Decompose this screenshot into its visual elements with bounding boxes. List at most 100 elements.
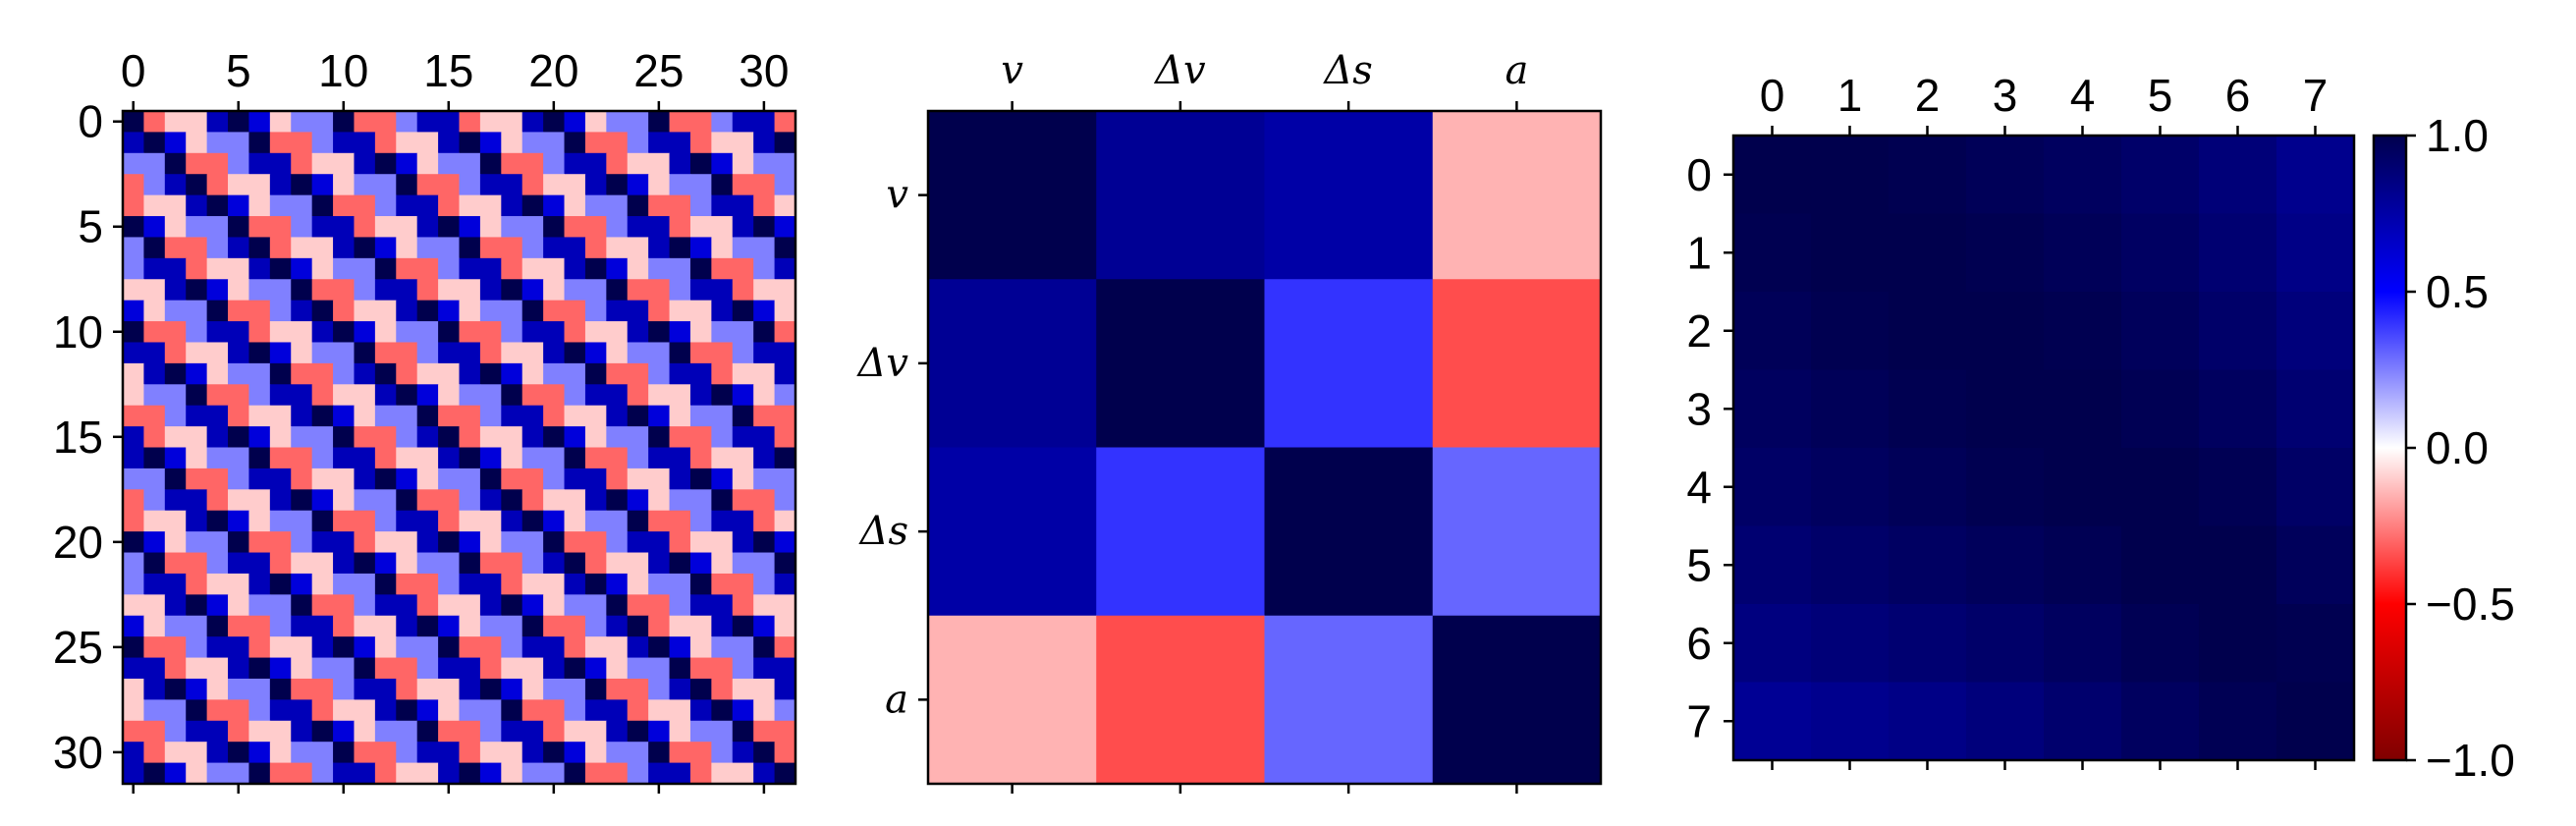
heatmap-cell bbox=[627, 510, 649, 532]
heatmap-cell bbox=[396, 573, 418, 595]
heatmap-cell bbox=[753, 384, 776, 407]
heatmap-cell bbox=[438, 384, 460, 407]
heatmap-cell bbox=[438, 552, 460, 575]
heatmap-cell bbox=[711, 720, 734, 743]
heatmap-cell bbox=[543, 531, 566, 554]
heatmap-cell bbox=[311, 489, 334, 512]
heatmap-cell bbox=[627, 300, 649, 322]
heatmap-cell bbox=[123, 194, 144, 217]
heatmap-cell bbox=[689, 742, 712, 764]
heatmap-cell bbox=[354, 111, 376, 133]
heatmap-cell bbox=[501, 426, 523, 448]
heatmap-cell bbox=[543, 594, 566, 617]
heatmap-cell bbox=[543, 194, 566, 217]
heatmap-cell bbox=[501, 447, 523, 469]
heatmap-cell bbox=[311, 531, 334, 554]
heatmap-cell bbox=[248, 194, 271, 217]
heatmap-cell bbox=[228, 615, 249, 637]
colorbar-ticks: 1.0 0.5 0.0 −0.5 −1.0 bbox=[2406, 110, 2515, 786]
heatmap-cell bbox=[333, 657, 355, 680]
heatmap-cell bbox=[269, 468, 292, 490]
heatmap-cell bbox=[164, 362, 187, 385]
heatmap-cell bbox=[689, 426, 712, 448]
heatmap-cell bbox=[711, 762, 734, 785]
heatmap-cell bbox=[689, 405, 712, 427]
heatmap-cell bbox=[521, 762, 544, 785]
heatmap-cell bbox=[374, 216, 397, 238]
heatmap-cell bbox=[1889, 682, 1967, 761]
heatmap-cell bbox=[143, 699, 166, 722]
heatmap-cell bbox=[711, 321, 734, 343]
heatmap-cell bbox=[753, 111, 776, 133]
heatmap-cell bbox=[311, 699, 334, 722]
heatmap-cell bbox=[2121, 213, 2200, 293]
heatmap-cell bbox=[2276, 525, 2355, 605]
heatmap-cell bbox=[648, 720, 671, 743]
heatmap-cell bbox=[438, 321, 460, 343]
heatmap-cell bbox=[543, 720, 566, 743]
y-tick-label: v bbox=[886, 173, 908, 218]
heatmap-cell bbox=[186, 237, 208, 259]
heatmap-cell bbox=[416, 300, 439, 322]
heatmap-cell bbox=[627, 237, 649, 259]
heatmap-cell bbox=[354, 615, 376, 637]
heatmap-cell bbox=[521, 194, 544, 217]
heatmap-cell bbox=[669, 573, 691, 595]
heatmap-cell bbox=[143, 279, 166, 302]
heatmap-cell bbox=[479, 720, 502, 743]
heatmap-cell bbox=[164, 720, 187, 743]
heatmap-cell bbox=[606, 132, 629, 154]
heatmap-cell bbox=[164, 742, 187, 764]
heatmap-cell bbox=[206, 152, 229, 175]
heatmap-cell bbox=[669, 257, 691, 280]
heatmap-cell bbox=[627, 720, 649, 743]
heatmap-cell bbox=[416, 468, 439, 490]
heatmap-cell bbox=[543, 216, 566, 238]
heatmap-cell bbox=[374, 636, 397, 659]
heatmap-cell bbox=[501, 300, 523, 322]
heatmap-cell bbox=[206, 699, 229, 722]
heatmap-cell bbox=[627, 321, 649, 343]
heatmap-cell bbox=[248, 257, 271, 280]
heatmap-cell bbox=[1966, 292, 2045, 370]
x-tick-label: a bbox=[1505, 48, 1528, 93]
heatmap-cell bbox=[186, 594, 208, 617]
x-tick-label: 30 bbox=[739, 45, 789, 96]
heatmap-cell bbox=[143, 573, 166, 595]
x-tick-label: v bbox=[1001, 48, 1023, 93]
heatmap-cell bbox=[2199, 525, 2277, 605]
y-tick-label: 10 bbox=[53, 306, 103, 358]
heatmap-cell bbox=[732, 216, 754, 238]
heatmap-cell bbox=[206, 111, 229, 133]
heatmap-cell bbox=[333, 279, 355, 302]
heatmap-cell bbox=[2121, 136, 2200, 214]
heatmap-cell bbox=[311, 594, 334, 617]
heatmap-cell bbox=[479, 216, 502, 238]
x-tick-label: 20 bbox=[528, 45, 578, 96]
heatmap-cell bbox=[627, 489, 649, 512]
heatmap-cell bbox=[396, 237, 418, 259]
heatmap-cell bbox=[416, 573, 439, 595]
heatmap-cell bbox=[479, 594, 502, 617]
heatmap-cell bbox=[648, 762, 671, 785]
heatmap-cell bbox=[501, 678, 523, 700]
heatmap-cell bbox=[416, 426, 439, 448]
heatmap-cell bbox=[354, 194, 376, 217]
heatmap-cell bbox=[564, 152, 586, 175]
heatmap-cell bbox=[774, 636, 796, 659]
heatmap-cell bbox=[164, 216, 187, 238]
heatmap-cell bbox=[206, 257, 229, 280]
heatmap-cell bbox=[732, 300, 754, 322]
heatmap-cell bbox=[186, 174, 208, 196]
heatmap-cell bbox=[606, 468, 629, 490]
heatmap-cell bbox=[711, 510, 734, 532]
heatmap-cell bbox=[123, 489, 144, 512]
heatmap-cell bbox=[521, 384, 544, 407]
heatmap-cell bbox=[648, 279, 671, 302]
heatmap-cell bbox=[291, 573, 313, 595]
heatmap-cell bbox=[333, 342, 355, 364]
heatmap-cell bbox=[206, 237, 229, 259]
heatmap-cell bbox=[669, 194, 691, 217]
heatmap-cell bbox=[521, 447, 544, 469]
